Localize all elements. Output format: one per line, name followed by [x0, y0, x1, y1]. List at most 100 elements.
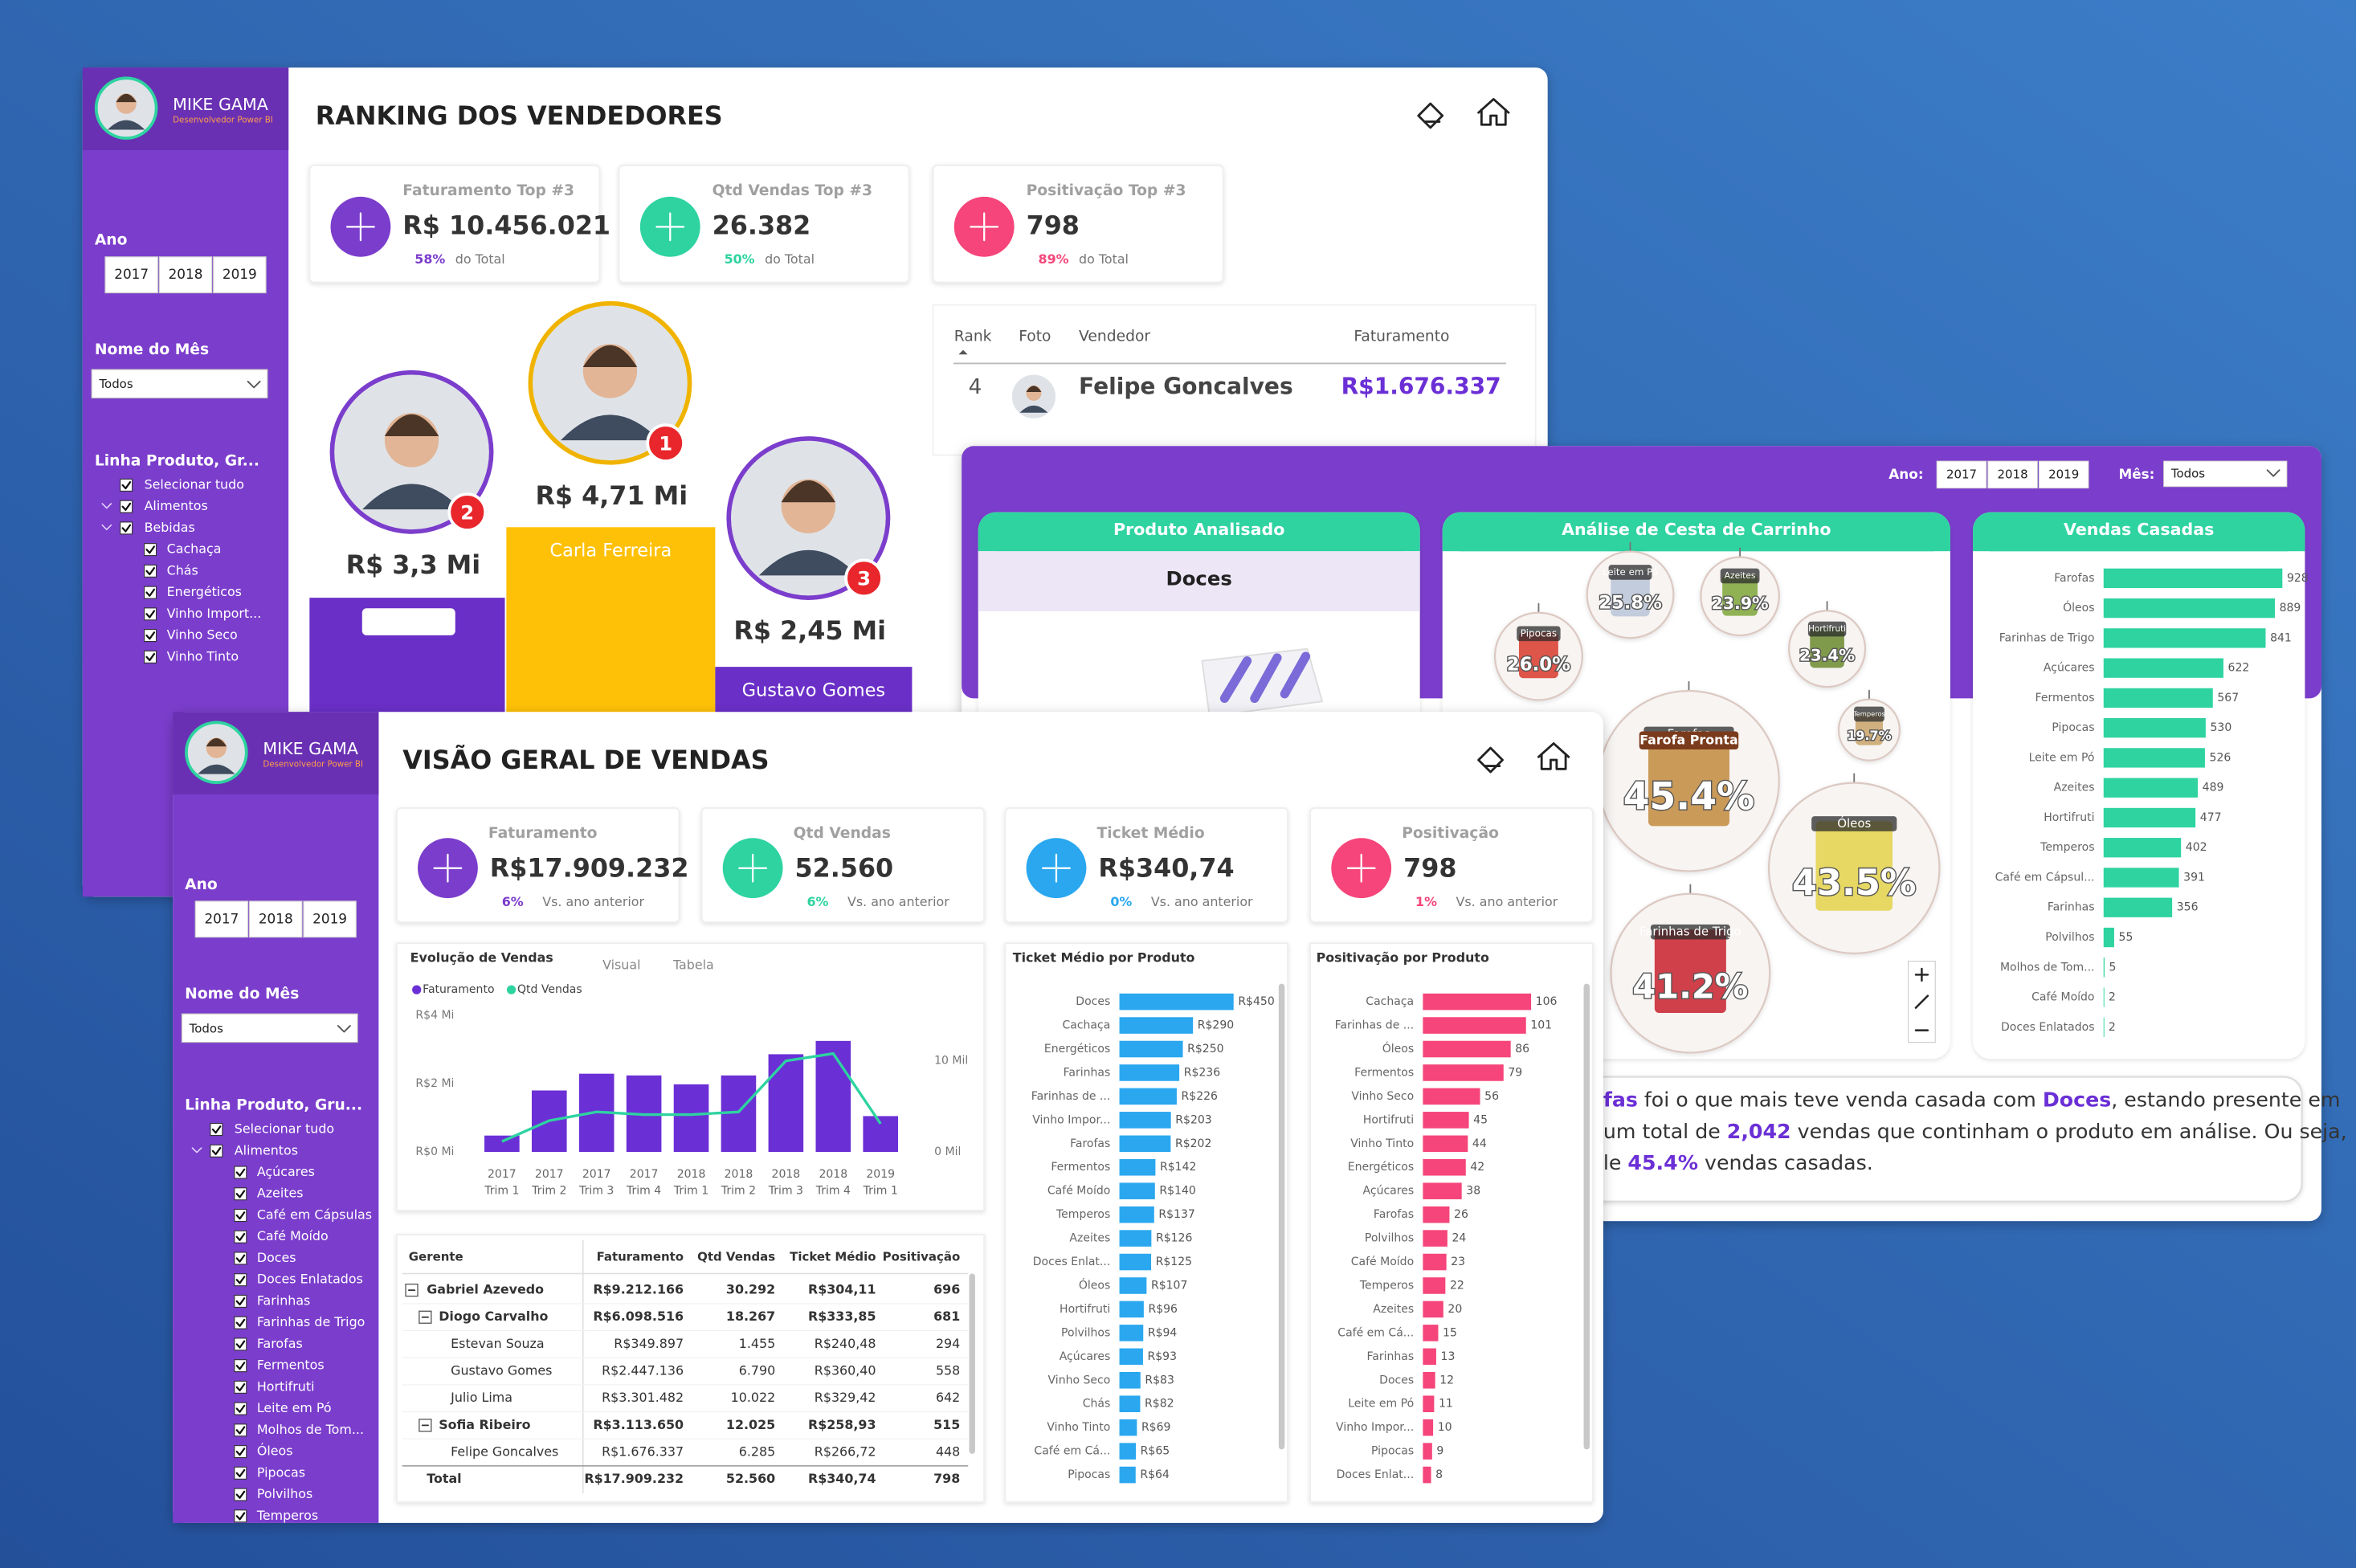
year-label[interactable]: 2019 [223, 266, 257, 282]
home-icon[interactable] [1537, 742, 1570, 770]
tree-item[interactable]: Chás [167, 562, 198, 578]
tree-item[interactable]: Café Moído [257, 1228, 329, 1243]
tree-item[interactable]: Doces [257, 1250, 296, 1265]
bar [2103, 658, 2223, 678]
kpi-icon-glyph [1042, 853, 1071, 883]
data-label: R$142 [1160, 1161, 1196, 1174]
tree-item[interactable]: Selecionar tudo [145, 476, 244, 492]
kpi-title: Ticket Médio [1096, 825, 1204, 842]
podium-block [506, 527, 716, 714]
year-label[interactable]: 2019 [312, 910, 347, 926]
tree-item[interactable]: Fermentos [257, 1358, 325, 1373]
tree-item[interactable]: Vinho Seco [167, 627, 238, 643]
column-header: Positivação [883, 1249, 961, 1264]
tree-item[interactable]: Molhos de Tom... [257, 1422, 364, 1437]
year-button[interactable] [1936, 460, 1987, 489]
kpi-value: 52.560 [795, 854, 894, 884]
kpi-icon-glyph [738, 853, 768, 883]
tree-item[interactable]: Farinhas de Trigo [257, 1314, 365, 1329]
category-label: Temperos [1056, 1208, 1110, 1221]
year-label[interactable]: 2018 [1998, 467, 2028, 481]
year-button[interactable] [2038, 460, 2089, 489]
scrollbar [1278, 983, 1285, 1450]
bubble-name: Temperos [1852, 709, 1885, 717]
category-label: Farinhas [1366, 1350, 1414, 1363]
tree-group[interactable]: Alimentos [235, 1142, 298, 1158]
category-label: Temperos [2040, 841, 2094, 854]
year-button[interactable] [1987, 460, 2038, 489]
tree-item[interactable]: Farofas [257, 1336, 303, 1351]
table-cell: 515 [933, 1417, 960, 1432]
tree-group[interactable]: Alimentos [145, 498, 208, 513]
year-label[interactable]: 2017 [1946, 467, 1977, 481]
data-label: 22 [1450, 1279, 1464, 1292]
bar [1423, 1182, 1462, 1199]
kpi-value: 26.382 [713, 210, 811, 240]
row-label: Total [427, 1471, 461, 1486]
bar [1423, 1064, 1504, 1081]
tree-item[interactable]: Cachaça [167, 541, 222, 557]
tab[interactable]: Tabela [672, 958, 714, 973]
eraser-icon[interactable] [1477, 746, 1504, 774]
year-label[interactable]: 2017 [204, 910, 239, 926]
product-box [978, 551, 1420, 611]
zoom-icons[interactable] [1914, 967, 1929, 1031]
tree-item[interactable]: Vinho Import... [167, 606, 262, 621]
tree-item[interactable]: Polvilhos [257, 1486, 312, 1501]
table-cell: 12.025 [726, 1417, 775, 1432]
month-dropdown[interactable] [2163, 460, 2288, 488]
tree-group[interactable]: Bebidas [145, 520, 195, 535]
dropdown-value[interactable]: Todos [98, 377, 133, 391]
category-label: Vinho Tinto [1350, 1137, 1414, 1150]
data-label: 45 [1473, 1113, 1488, 1126]
year-button[interactable] [248, 900, 303, 938]
table-cell: R$3.113.650 [593, 1417, 684, 1432]
table-cell: 1.455 [739, 1336, 775, 1351]
dropdown-value[interactable]: Todos [189, 1021, 223, 1035]
summary-highlight: Doces [2043, 1088, 2111, 1112]
dropdown-value[interactable]: Todos [2170, 466, 2205, 480]
summary-text: um total de [1603, 1120, 1727, 1143]
tree-item[interactable]: Temperos [256, 1508, 318, 1523]
category-label: Chás [1083, 1398, 1111, 1411]
table-cell: 10.022 [731, 1390, 776, 1405]
tree-item[interactable]: Farinhas [257, 1292, 310, 1308]
x-tick-label: 2018 [677, 1168, 706, 1181]
year-label[interactable]: 2018 [169, 266, 203, 282]
check-mark [235, 1362, 246, 1370]
month-dropdown[interactable] [181, 1013, 358, 1043]
tree-item[interactable]: Açúcares [257, 1164, 315, 1179]
tree-item[interactable]: Selecionar tudo [235, 1121, 334, 1137]
tree-item[interactable]: Pipocas [257, 1464, 305, 1480]
year-label[interactable]: 2017 [114, 266, 149, 282]
year-button[interactable] [104, 256, 158, 294]
rank-badge [844, 558, 884, 598]
eraser-icon[interactable] [1417, 102, 1444, 129]
home-icon[interactable] [1477, 98, 1510, 126]
check-mark [145, 588, 156, 597]
tab[interactable]: Visual [602, 958, 640, 973]
tree-item[interactable]: Café em Cápsulas [257, 1207, 372, 1222]
bar [1119, 1135, 1171, 1153]
year-button[interactable] [213, 256, 267, 294]
tree-item[interactable]: Doces Enlatados [257, 1272, 363, 1287]
tree-item[interactable]: Hortifruti [257, 1378, 315, 1394]
tree-item[interactable]: Leite em Pó [257, 1400, 332, 1415]
tree-item[interactable]: Vinho Tinto [167, 648, 239, 664]
year-button[interactable] [194, 900, 249, 938]
check-mark [235, 1340, 246, 1349]
month-dropdown[interactable] [91, 369, 268, 399]
tree-item[interactable]: Energéticos [167, 584, 242, 599]
category-label: Polvilhos [1061, 1326, 1110, 1339]
bar [2103, 748, 2205, 768]
kpi-note: do Total [455, 251, 505, 267]
tree-item[interactable]: Óleos [257, 1443, 293, 1459]
table-cell: R$329,42 [815, 1390, 876, 1405]
kpi-change: 89% [1039, 251, 1069, 267]
year-button[interactable] [303, 900, 357, 938]
year-button[interactable] [158, 256, 213, 294]
year-label[interactable]: 2018 [259, 910, 293, 926]
tree-item[interactable]: Azeites [257, 1186, 304, 1201]
year-label[interactable]: 2019 [2048, 467, 2079, 481]
